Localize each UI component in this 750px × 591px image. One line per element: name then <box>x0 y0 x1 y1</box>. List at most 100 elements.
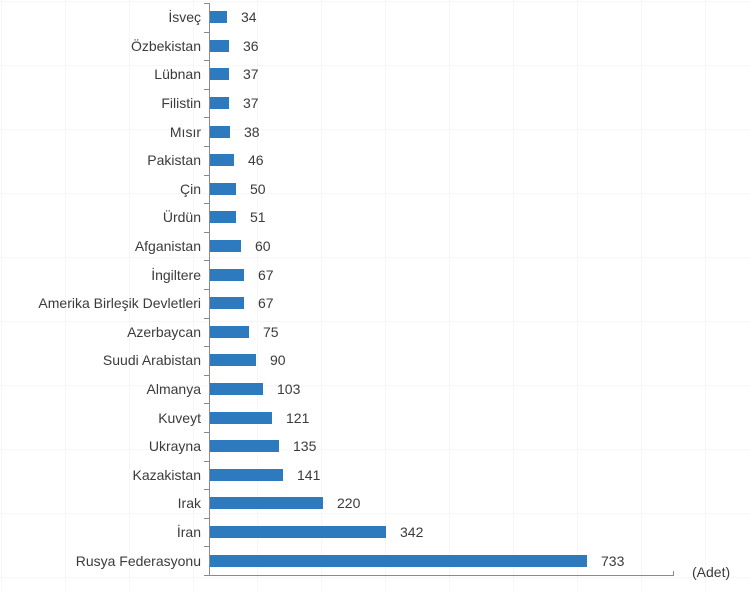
bar <box>210 68 229 81</box>
chart-row: Pakistan 46 <box>0 146 750 175</box>
axis-tick <box>204 461 209 462</box>
bar <box>210 383 263 396</box>
category-label: Ukrayna <box>148 438 201 455</box>
unit-label: (Adet) <box>692 564 731 580</box>
category-label: İran <box>176 524 201 541</box>
axis-tick <box>204 546 209 547</box>
bar <box>210 154 234 167</box>
bar <box>210 125 230 138</box>
value-label: 121 <box>286 409 310 426</box>
chart-row: Özbekistan 36 <box>0 32 750 61</box>
category-label: Rusya Federasyonu <box>75 552 201 569</box>
axis-tick <box>204 89 209 90</box>
chart-row: Amerika Birleşik Devletleri 67 <box>0 289 750 318</box>
bar <box>210 268 244 281</box>
bar <box>210 39 229 52</box>
chart-row: Rusya Federasyonu 733 <box>0 546 750 575</box>
value-label: 50 <box>250 180 266 197</box>
chart-row: Ukrayna 135 <box>0 432 750 461</box>
axis-tick <box>204 175 209 176</box>
chart-row: Lübnan 37 <box>0 60 750 89</box>
category-label: Kuveyt <box>158 409 201 426</box>
axis-tick <box>204 432 209 433</box>
bar <box>210 11 227 24</box>
axis-tick <box>204 403 209 404</box>
axis-tick <box>204 117 209 118</box>
category-label: İngiltere <box>151 266 201 283</box>
value-label: 67 <box>258 266 274 283</box>
value-label: 51 <box>250 209 266 226</box>
axis-tick <box>204 232 209 233</box>
axis-tick <box>204 60 209 61</box>
chart-row: Kazakistan 141 <box>0 461 750 490</box>
value-label: 37 <box>243 66 259 83</box>
category-label: Mısır <box>169 123 201 140</box>
bar <box>210 211 236 224</box>
bar <box>210 354 256 367</box>
category-label: Özbekistan <box>130 37 201 54</box>
value-label: 90 <box>270 352 286 369</box>
value-label: 342 <box>400 524 424 541</box>
axis-tick <box>204 32 209 33</box>
value-label: 220 <box>337 495 361 512</box>
chart-row: İran 342 <box>0 518 750 547</box>
axis-tick <box>204 260 209 261</box>
chart-row: Çin 50 <box>0 175 750 204</box>
chart-row: Kuveyt 121 <box>0 403 750 432</box>
chart-row: İngiltere 67 <box>0 260 750 289</box>
chart-row: Ürdün 51 <box>0 203 750 232</box>
bar <box>210 97 229 110</box>
axis-tick <box>204 318 209 319</box>
bar <box>210 497 323 510</box>
value-label: 733 <box>601 552 625 569</box>
category-label: İsveç <box>168 9 201 26</box>
chart-row: Irak 220 <box>0 489 750 518</box>
chart-row: Almanya 103 <box>0 375 750 404</box>
y-axis-line <box>209 3 210 576</box>
value-label: 37 <box>243 95 259 112</box>
category-label: Suudi Arabistan <box>102 352 201 369</box>
category-label: Ürdün <box>162 209 201 226</box>
bar <box>210 554 587 567</box>
value-label: 36 <box>243 37 259 54</box>
value-label: 38 <box>244 123 260 140</box>
bar <box>210 526 386 539</box>
bar <box>210 325 249 338</box>
chart-row: Azerbaycan 75 <box>0 318 750 347</box>
x-axis-end-tick <box>673 571 674 575</box>
axis-tick <box>204 3 209 4</box>
axis-tick <box>204 575 209 576</box>
category-label: Kazakistan <box>132 466 201 483</box>
category-label: Irak <box>177 495 201 512</box>
value-label: 75 <box>263 323 279 340</box>
axis-tick <box>204 489 209 490</box>
category-label: Azerbaycan <box>127 323 201 340</box>
bar <box>210 411 272 424</box>
chart-row: Mısır 38 <box>0 117 750 146</box>
category-label: Pakistan <box>147 152 201 169</box>
category-label: Çin <box>179 180 201 197</box>
bar <box>210 440 279 453</box>
axis-tick <box>204 346 209 347</box>
bar <box>210 182 236 195</box>
category-label: Afganistan <box>134 238 201 255</box>
category-label: Lübnan <box>154 66 201 83</box>
bar <box>210 468 283 481</box>
chart-row: Suudi Arabistan 90 <box>0 346 750 375</box>
value-label: 67 <box>258 295 274 312</box>
axis-tick <box>204 518 209 519</box>
chart-row: Filistin 37 <box>0 89 750 118</box>
chart-row: Afganistan 60 <box>0 232 750 261</box>
category-label: Filistin <box>161 95 201 112</box>
x-axis-line <box>209 575 674 576</box>
axis-tick <box>204 203 209 204</box>
category-label: Amerika Birleşik Devletleri <box>38 295 201 312</box>
bar <box>210 297 244 310</box>
value-label: 135 <box>293 438 317 455</box>
category-label: Almanya <box>146 381 201 398</box>
value-label: 60 <box>255 238 271 255</box>
value-label: 103 <box>277 381 301 398</box>
value-label: 141 <box>297 466 321 483</box>
axis-tick <box>204 289 209 290</box>
